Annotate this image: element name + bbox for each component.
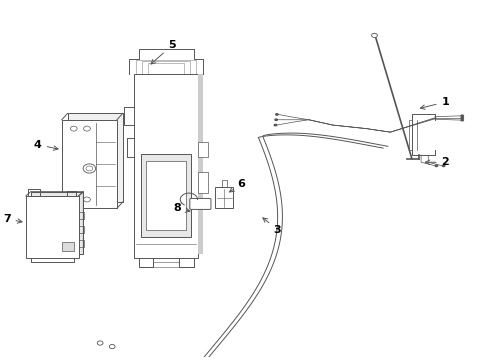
Text: 2: 2: [425, 157, 448, 167]
Text: 8: 8: [173, 203, 189, 213]
Bar: [145, 161, 186, 230]
Circle shape: [274, 113, 278, 116]
Text: 5: 5: [151, 40, 176, 64]
Bar: [31, 192, 83, 254]
Circle shape: [274, 118, 278, 121]
FancyBboxPatch shape: [189, 198, 210, 210]
Text: 1: 1: [420, 97, 448, 109]
Text: 3: 3: [263, 218, 281, 235]
Bar: [133, 74, 198, 258]
Text: 7: 7: [3, 214, 22, 224]
Bar: [61, 120, 117, 208]
Bar: [198, 172, 208, 193]
Circle shape: [459, 117, 463, 120]
Circle shape: [459, 119, 463, 122]
Circle shape: [273, 123, 277, 126]
Bar: [215, 187, 233, 208]
Bar: [198, 74, 203, 255]
Bar: [26, 196, 79, 258]
Text: 6: 6: [229, 179, 245, 192]
Text: 4: 4: [34, 140, 58, 150]
Bar: [67, 113, 122, 202]
Bar: [61, 242, 74, 251]
Circle shape: [434, 165, 437, 167]
Bar: [198, 143, 208, 157]
Circle shape: [459, 114, 463, 117]
Circle shape: [441, 165, 445, 167]
Bar: [141, 154, 191, 237]
